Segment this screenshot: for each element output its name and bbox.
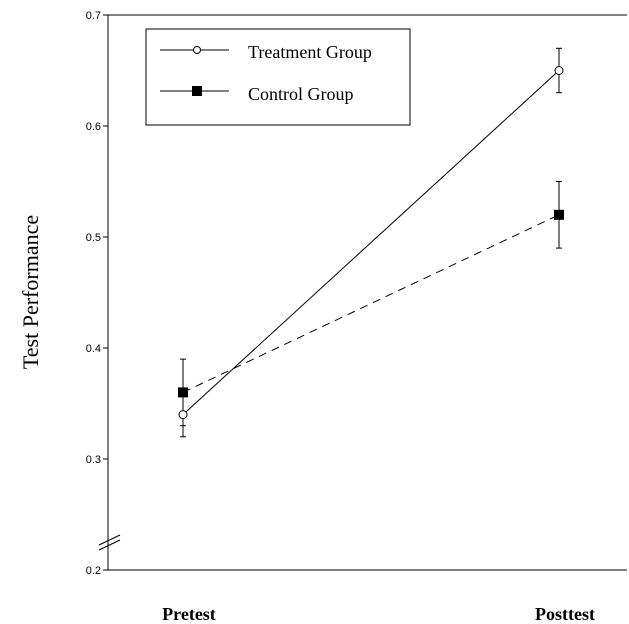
y-tick-label: 0.4: [86, 343, 101, 355]
axis-break-mark: [98, 534, 121, 551]
series-line: [182, 214, 560, 393]
y-tick-label: 0.5: [86, 232, 101, 244]
legend-marker-control: [192, 86, 202, 96]
y-tick-label: 0.6: [86, 121, 101, 133]
data-point: [178, 387, 188, 398]
y-tick-label: 0.2: [86, 565, 101, 577]
y-tick-label: 0.7: [86, 10, 101, 22]
data-point: [554, 66, 564, 75]
legend: Treatment Group Control Group: [145, 28, 411, 126]
y-axis-label: Test Performance: [18, 215, 43, 369]
legend-box: [145, 28, 411, 126]
legend-label-control: Control Group: [248, 84, 354, 104]
legend-label-treatment: Treatment Group: [248, 42, 372, 62]
y-tick-label: 0.3: [86, 454, 101, 466]
data-point: [554, 209, 564, 220]
series-line: [182, 70, 560, 415]
data-point: [178, 410, 188, 420]
x-category-label: Pretest: [162, 604, 216, 624]
x-category-label: Posttest: [535, 604, 595, 624]
legend-marker-treatment: [193, 46, 201, 54]
